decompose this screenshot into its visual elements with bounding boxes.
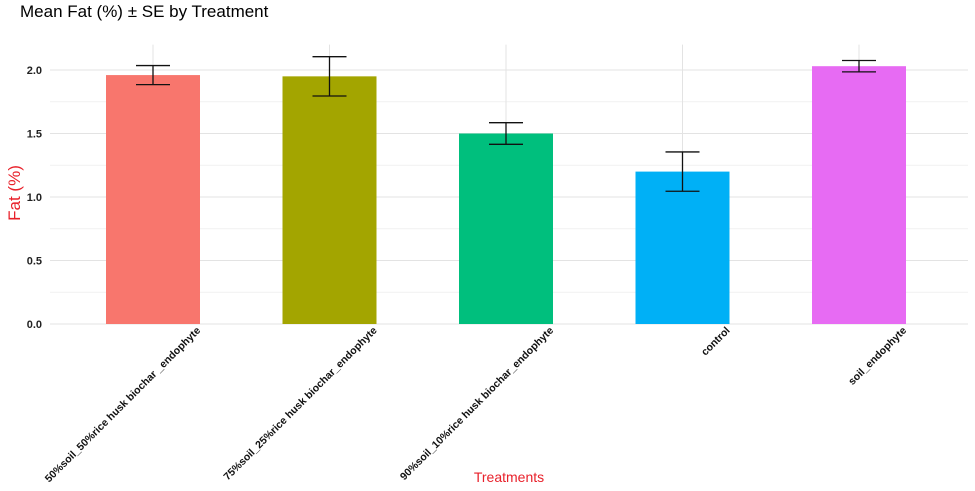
y-tick-label: 2.0 <box>27 65 42 77</box>
error-bar <box>136 64 170 86</box>
x-axis-ticks: 50%soil_50%rice husk biochar _endophyte 7… <box>43 325 909 485</box>
y-tick-label: 1.5 <box>27 129 42 141</box>
x-tick-label: 50%soil_50%rice husk biochar _endophyte <box>43 325 203 485</box>
error-bars <box>136 56 876 192</box>
bar <box>812 66 906 324</box>
error-bar <box>489 122 523 145</box>
x-tick-label: control <box>699 325 733 359</box>
x-tick-label: 75%soil_25%rice husk biochar_endophyte <box>221 325 379 483</box>
bar <box>106 75 200 324</box>
bar <box>282 76 377 324</box>
x-tick-label: 90%soil_10%rice husk biochar_endophyte <box>398 325 556 483</box>
y-axis-title: Fat (%) <box>5 165 24 221</box>
chart-title: Mean Fat (%) ± SE by Treatment <box>20 2 269 21</box>
y-tick-label: 0.0 <box>27 319 42 331</box>
bars <box>106 66 906 324</box>
y-tick-label: 1.0 <box>27 192 42 204</box>
error-bar <box>842 59 876 73</box>
x-tick-label: soil_endophyte <box>846 325 909 388</box>
y-axis-ticks: 0.0 0.5 1.0 1.5 2.0 <box>27 65 42 331</box>
x-axis-title: Treatments <box>474 469 544 485</box>
error-bar <box>312 56 347 97</box>
bar <box>635 171 730 324</box>
error-bar <box>665 151 700 192</box>
y-tick-label: 0.5 <box>27 256 42 268</box>
bar <box>459 133 553 324</box>
